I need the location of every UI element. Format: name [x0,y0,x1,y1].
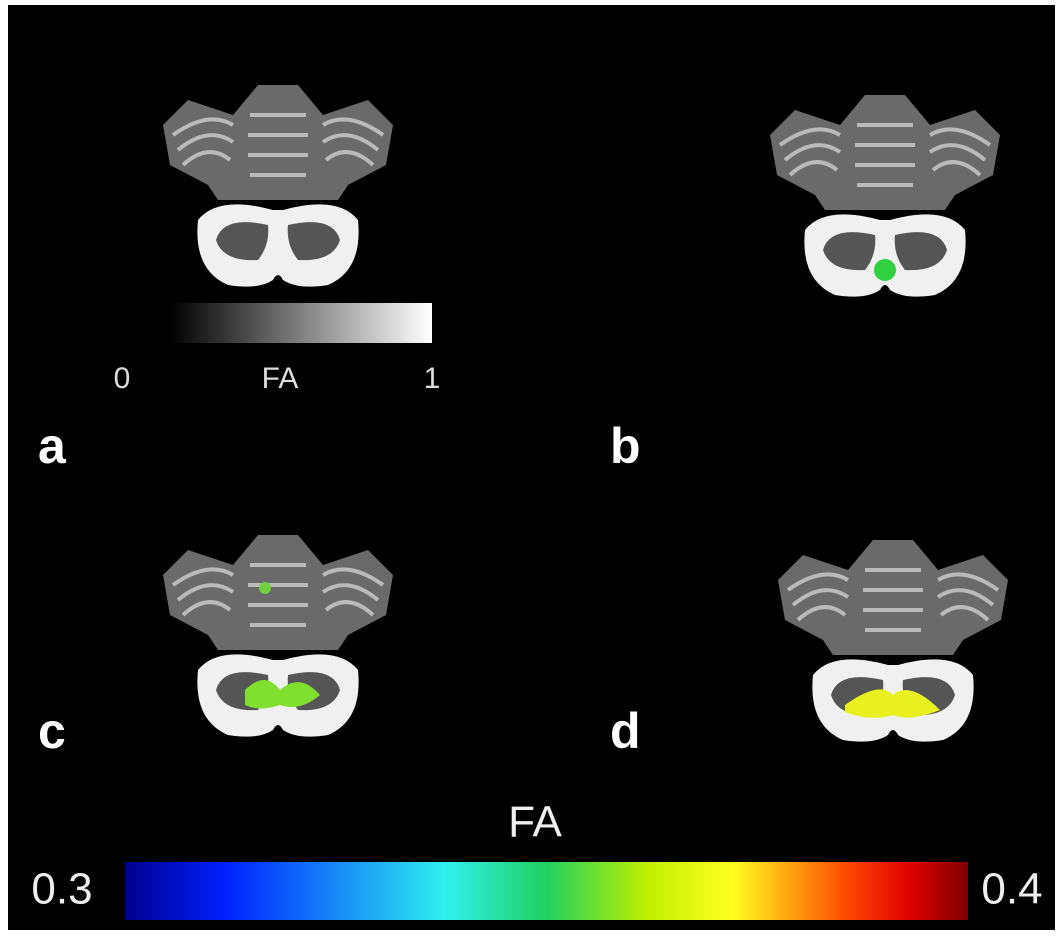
colorbar-label: 0 [114,362,131,395]
colorbar-title: FA [262,362,299,395]
colorbar-label: 0.3 [31,865,92,914]
colorbar-title: FA [508,798,562,847]
color-colorbar [125,862,968,920]
overlay [874,259,896,281]
panel-label: c [38,703,66,759]
gray-colorbar [170,303,432,343]
colorbar-label: 0.4 [981,865,1042,914]
panel-label: b [610,418,641,474]
panel-label: a [38,418,67,474]
overlay [259,582,271,594]
panel-label: d [610,703,641,759]
figure: a b c d 0 FA 1 FA 0.3 0.4 [0,0,1060,939]
colorbar-label: 1 [424,362,441,395]
